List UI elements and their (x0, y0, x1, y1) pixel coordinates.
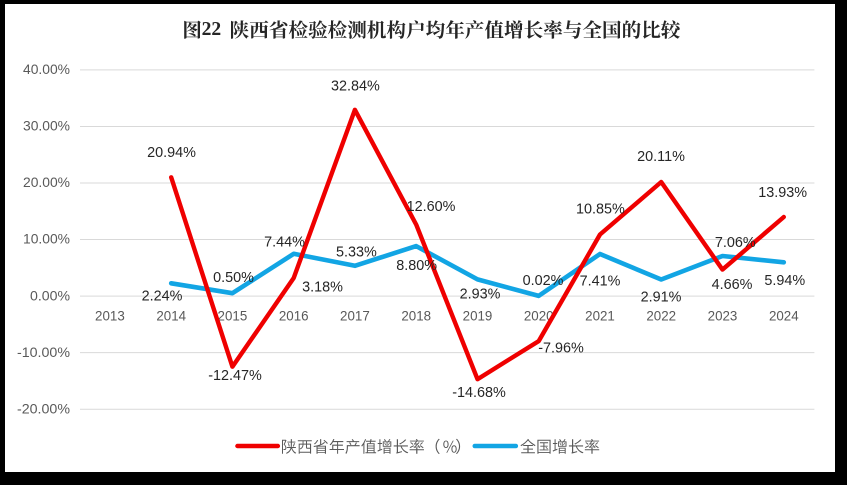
svg-text:20.94%: 20.94% (147, 145, 196, 161)
svg-text:5.33%: 5.33% (336, 245, 377, 261)
svg-text:2019: 2019 (463, 307, 493, 323)
svg-text:22: 22 (202, 19, 222, 40)
svg-text:12.60%: 12.60% (407, 199, 456, 215)
svg-text:30.00%: 30.00% (23, 118, 70, 134)
svg-text:10.85%: 10.85% (576, 202, 625, 218)
svg-text:32.84%: 32.84% (331, 79, 380, 95)
svg-text:2015: 2015 (218, 307, 248, 323)
svg-text:2.24%: 2.24% (142, 289, 183, 305)
svg-text:-14.68%: -14.68% (452, 385, 506, 401)
svg-text:2014: 2014 (156, 307, 186, 323)
svg-text:-10.00%: -10.00% (17, 344, 70, 360)
svg-text:2013: 2013 (95, 307, 125, 323)
svg-text:-12.47%: -12.47% (208, 368, 262, 384)
svg-text:2024: 2024 (769, 307, 799, 323)
svg-text:2.93%: 2.93% (460, 286, 501, 302)
svg-text:2020: 2020 (524, 307, 554, 323)
svg-text:2017: 2017 (340, 307, 370, 323)
svg-text:10.00%: 10.00% (23, 231, 70, 247)
svg-text:2018: 2018 (401, 307, 431, 323)
svg-text:0.02%: 0.02% (523, 273, 564, 289)
svg-text:0.00%: 0.00% (30, 287, 70, 303)
svg-text:-7.96%: -7.96% (538, 341, 584, 357)
svg-text:2022: 2022 (646, 307, 676, 323)
svg-text:7.44%: 7.44% (264, 234, 305, 250)
svg-text:20.11%: 20.11% (637, 149, 685, 165)
svg-text:7.06%: 7.06% (715, 235, 756, 251)
svg-text:7.41%: 7.41% (580, 273, 621, 289)
svg-text:13.93%: 13.93% (758, 185, 807, 201)
svg-text:5.94%: 5.94% (764, 273, 805, 289)
svg-text:0.50%: 0.50% (213, 270, 254, 286)
svg-text:4.66%: 4.66% (712, 277, 753, 293)
svg-text:2023: 2023 (708, 307, 738, 323)
svg-text:3.18%: 3.18% (302, 279, 343, 295)
svg-text:8.80%: 8.80% (396, 258, 437, 274)
svg-text:2021: 2021 (585, 307, 615, 323)
svg-text:2.91%: 2.91% (641, 289, 682, 305)
svg-text:-20.00%: -20.00% (17, 400, 70, 416)
svg-text:40.00%: 40.00% (23, 61, 70, 77)
svg-text:2016: 2016 (279, 307, 309, 323)
svg-text:20.00%: 20.00% (23, 174, 70, 190)
